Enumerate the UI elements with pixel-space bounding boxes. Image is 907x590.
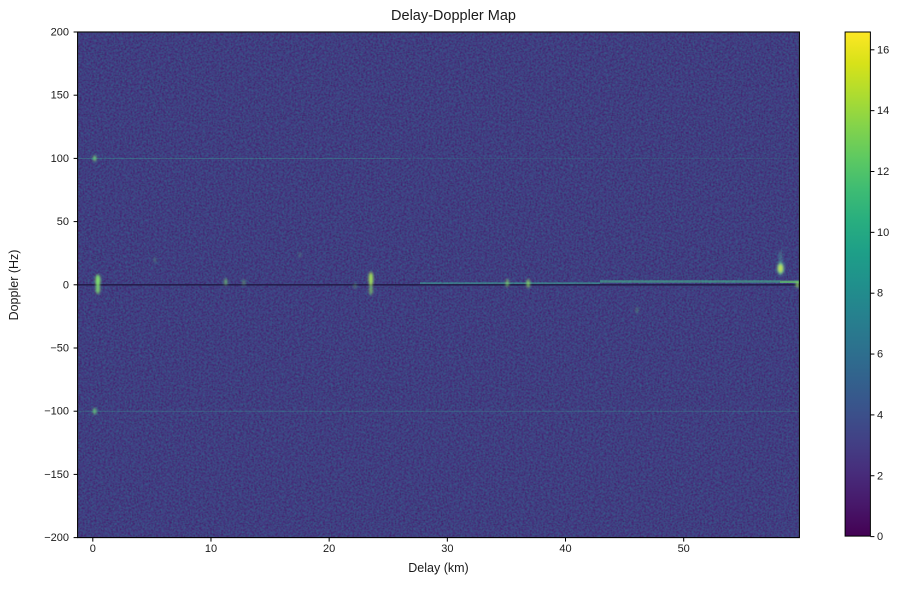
svg-text:−200: −200 — [44, 532, 69, 544]
svg-text:200: 200 — [51, 27, 69, 39]
svg-text:40: 40 — [559, 543, 571, 555]
svg-text:4: 4 — [877, 409, 883, 421]
svg-text:20: 20 — [323, 543, 335, 555]
svg-text:10: 10 — [877, 227, 889, 239]
svg-text:2: 2 — [877, 470, 883, 482]
svg-text:0: 0 — [90, 543, 96, 555]
svg-text:8: 8 — [877, 288, 883, 300]
svg-text:150: 150 — [51, 90, 69, 102]
svg-text:−150: −150 — [44, 469, 69, 481]
svg-text:10: 10 — [205, 543, 217, 555]
svg-text:0: 0 — [63, 279, 69, 291]
svg-text:−50: −50 — [50, 343, 69, 355]
svg-text:Doppler (Hz): Doppler (Hz) — [7, 250, 21, 321]
svg-text:6: 6 — [877, 349, 883, 361]
svg-text:Delay (km): Delay (km) — [408, 561, 468, 575]
svg-text:50: 50 — [57, 216, 69, 228]
svg-text:50: 50 — [678, 543, 690, 555]
svg-text:−100: −100 — [44, 406, 69, 418]
svg-text:30: 30 — [441, 543, 453, 555]
svg-text:100: 100 — [51, 153, 69, 165]
svg-text:12: 12 — [877, 166, 889, 178]
svg-text:16: 16 — [877, 44, 889, 56]
svg-text:0: 0 — [877, 531, 883, 543]
svg-text:14: 14 — [877, 105, 889, 117]
